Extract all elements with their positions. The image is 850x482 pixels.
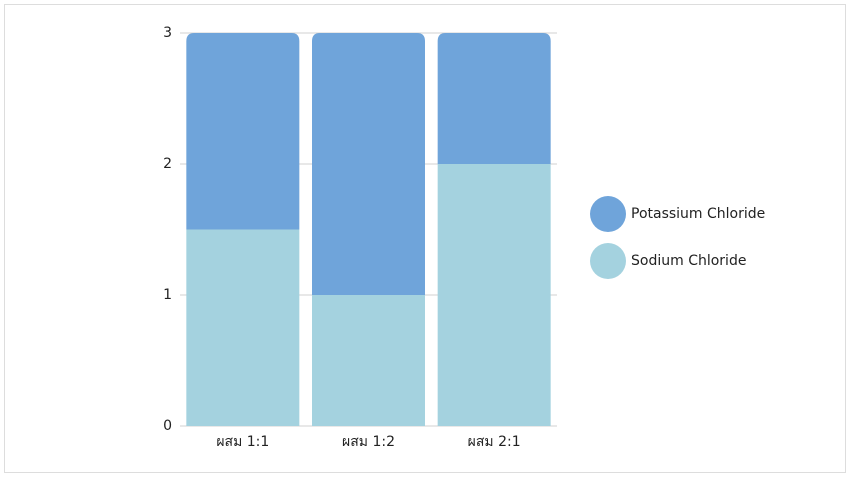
legend-label: Potassium Chloride <box>631 206 765 222</box>
y-tick-label: 2 <box>163 156 172 172</box>
x-tick-label: ผสม 2:1 <box>468 434 521 450</box>
bar-segment <box>312 295 425 426</box>
legend-label: Sodium Chloride <box>631 253 746 269</box>
bar-segment <box>437 164 551 426</box>
legend-swatch <box>590 243 626 279</box>
bar-segment <box>437 33 551 164</box>
x-tick-label: ผสม 1:1 <box>216 434 269 450</box>
y-tick-label: 0 <box>163 418 172 434</box>
y-tick-label: 3 <box>163 25 172 41</box>
y-tick-label: 1 <box>163 287 172 303</box>
legend-swatch <box>590 196 626 232</box>
bar-segment <box>186 33 300 230</box>
bar-segment <box>312 33 425 295</box>
bar-segment <box>186 229 300 426</box>
x-tick-label: ผสม 1:2 <box>342 434 395 450</box>
